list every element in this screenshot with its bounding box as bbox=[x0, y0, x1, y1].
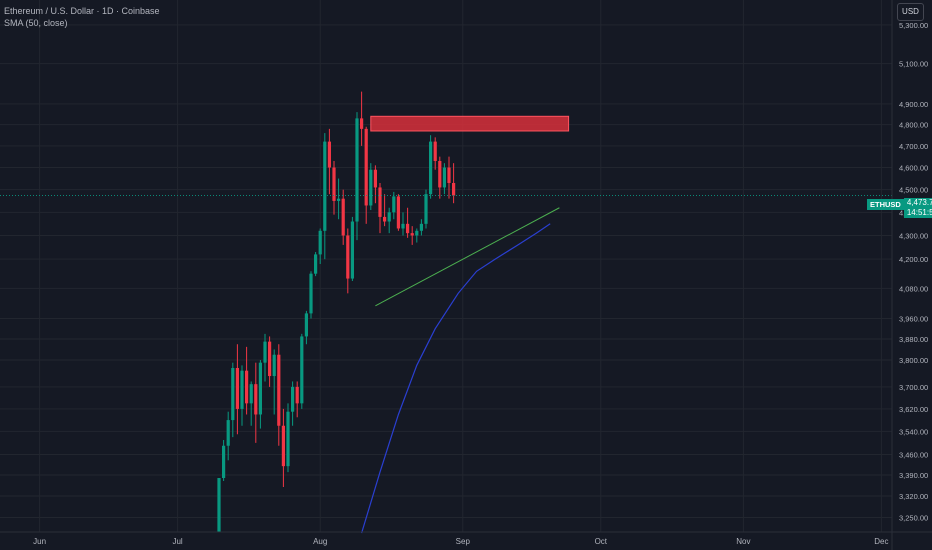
y-tick-label: 3,880.00 bbox=[899, 335, 928, 344]
candle-body bbox=[281, 425, 285, 467]
candle-body bbox=[327, 141, 331, 168]
candle-body bbox=[346, 235, 350, 279]
last-price-label: 4,473.77 bbox=[906, 198, 932, 207]
candle-body bbox=[222, 445, 226, 479]
candle-body bbox=[406, 223, 410, 234]
candle-body bbox=[286, 411, 290, 467]
y-tick-label: 3,390.00 bbox=[899, 471, 928, 480]
candle-body bbox=[337, 198, 341, 201]
candle-body bbox=[268, 341, 272, 377]
candle-body bbox=[396, 196, 400, 229]
y-tick-label: 5,100.00 bbox=[899, 60, 928, 69]
candle-body bbox=[254, 384, 258, 415]
last-price-badge: ETHUSD 4,473.77 14:51:50 bbox=[867, 198, 932, 218]
y-tick-label: 4,700.00 bbox=[899, 142, 928, 151]
currency-button[interactable]: USD bbox=[897, 3, 924, 21]
sma-line[interactable] bbox=[361, 223, 551, 534]
candle-body bbox=[433, 141, 437, 161]
candle-body bbox=[258, 362, 262, 415]
candle-body bbox=[231, 367, 235, 421]
y-tick-label: 3,800.00 bbox=[899, 356, 928, 365]
candle-body bbox=[452, 182, 456, 196]
candle-body bbox=[314, 254, 318, 274]
y-tick-label: 4,600.00 bbox=[899, 164, 928, 173]
x-tick-label: Dec bbox=[874, 537, 888, 546]
candle-body bbox=[438, 160, 442, 188]
candle-body bbox=[369, 169, 373, 206]
y-tick-label: 3,460.00 bbox=[899, 450, 928, 459]
indicator-label[interactable]: SMA (50, close) bbox=[4, 18, 68, 28]
candle-body bbox=[419, 223, 423, 231]
y-tick-label: 4,500.00 bbox=[899, 186, 928, 195]
candle-body bbox=[364, 128, 368, 206]
candle-body bbox=[392, 196, 396, 213]
grid bbox=[0, 0, 892, 532]
candle-body bbox=[217, 478, 221, 532]
candle-body bbox=[378, 187, 382, 217]
y-tick-label: 4,900.00 bbox=[899, 100, 928, 109]
x-tick-label: Oct bbox=[595, 537, 608, 546]
candle-body bbox=[291, 386, 295, 412]
y-tick-label: 3,320.00 bbox=[899, 492, 928, 501]
price-axis: 3,250.00 3,320.00 3,390.00 3,460.00 3,540.00… bbox=[891, 0, 928, 550]
candle-body bbox=[272, 354, 276, 377]
candle-body bbox=[226, 420, 230, 446]
candle-body bbox=[383, 216, 387, 222]
candle-body bbox=[415, 230, 419, 236]
y-tick-label: 3,540.00 bbox=[899, 427, 928, 436]
y-tick-label: 4,800.00 bbox=[899, 121, 928, 130]
y-tick-label: 4,300.00 bbox=[899, 231, 928, 240]
x-tick-label: Sep bbox=[456, 537, 471, 546]
candle-body bbox=[341, 198, 345, 236]
y-tick-label: 3,960.00 bbox=[899, 314, 928, 323]
candle-body bbox=[318, 230, 322, 255]
x-tick-label: Nov bbox=[736, 537, 750, 546]
candle-body bbox=[355, 118, 359, 222]
bar-countdown: 14:51:50 bbox=[906, 208, 932, 217]
candle-body bbox=[387, 212, 391, 222]
candle-body bbox=[424, 194, 428, 224]
symbol-title[interactable]: Ethereum / U.S. Dollar · 1D · Coinbase bbox=[4, 6, 160, 16]
candle-body bbox=[249, 384, 253, 404]
candle-body bbox=[235, 367, 239, 409]
candle-body bbox=[277, 354, 281, 426]
candle-body bbox=[304, 313, 308, 337]
resistance-zone[interactable] bbox=[370, 115, 570, 132]
y-tick-label: 3,620.00 bbox=[899, 405, 928, 414]
price-box: 4,473.77 14:51:50 bbox=[903, 198, 932, 218]
candle-body bbox=[360, 118, 364, 129]
y-tick-label: 4,200.00 bbox=[899, 255, 928, 264]
x-tick-label: Jun bbox=[33, 537, 46, 546]
support-trendline[interactable] bbox=[375, 207, 560, 307]
candle-body bbox=[263, 341, 267, 363]
candle-body bbox=[373, 169, 377, 188]
candle-body bbox=[300, 336, 304, 404]
overlays bbox=[0, 195, 892, 534]
x-tick-label: Aug bbox=[313, 537, 327, 546]
candle-body bbox=[401, 223, 405, 229]
time-axis: Jun Jul Aug Sep Oct Nov Dec bbox=[0, 531, 932, 546]
candle-body bbox=[332, 167, 336, 201]
candle-body bbox=[245, 370, 249, 404]
candle-body bbox=[410, 233, 414, 236]
chart-legend: Ethereum / U.S. Dollar · 1D · Coinbase S… bbox=[4, 5, 160, 29]
y-tick-label: 3,700.00 bbox=[899, 383, 928, 392]
candle-body bbox=[447, 167, 451, 183]
resistance-zone-layer bbox=[370, 115, 570, 132]
y-tick-label: 3,250.00 bbox=[899, 514, 928, 523]
x-tick-label: Jul bbox=[172, 537, 182, 546]
candle-body bbox=[442, 167, 446, 188]
candles bbox=[217, 91, 456, 532]
y-tick-label: 4,080.00 bbox=[899, 284, 928, 293]
candle-body bbox=[240, 370, 244, 409]
candle-body bbox=[295, 386, 299, 404]
candle-body bbox=[323, 141, 327, 231]
y-tick-label: 5,300.00 bbox=[899, 21, 928, 30]
symbol-badge: ETHUSD bbox=[867, 199, 904, 210]
candle-body bbox=[309, 273, 313, 314]
candle-body bbox=[429, 141, 433, 195]
candle-body bbox=[350, 221, 354, 279]
